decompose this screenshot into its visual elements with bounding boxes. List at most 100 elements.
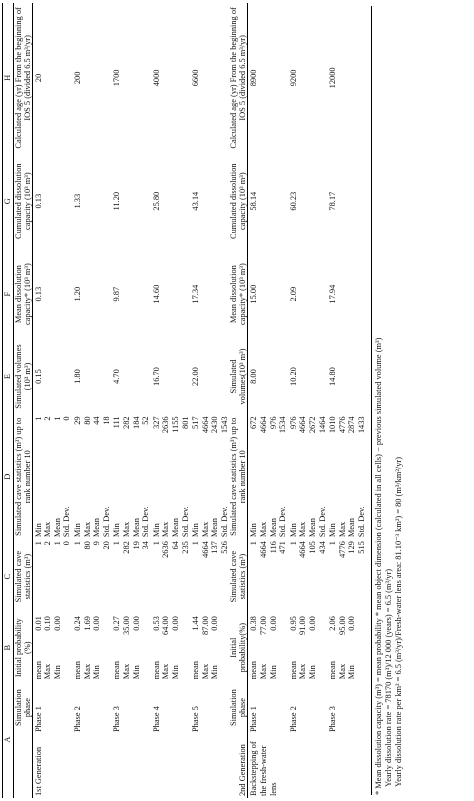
empty bbox=[161, 153, 171, 250]
empty bbox=[141, 3, 151, 153]
subheader-row: 2nd Generation Simulation phase Initial pr… bbox=[229, 3, 248, 798]
col-g: 0.13 bbox=[33, 193, 43, 209]
b-value: 0.00 bbox=[308, 616, 318, 631]
d-value: 327 bbox=[151, 416, 161, 429]
c-value: 34 bbox=[141, 541, 151, 550]
empty bbox=[357, 339, 367, 415]
empty bbox=[102, 250, 112, 339]
empty bbox=[62, 681, 72, 734]
c-value: 515 bbox=[357, 541, 366, 554]
data-row: 1st Generation Phase 1 mean 0.01 1 Min 1 0.15 0.… bbox=[32, 3, 43, 798]
d-stat: Mean bbox=[347, 518, 357, 538]
group-label bbox=[190, 734, 201, 798]
footnote: Yearly dissolution rate per km² = 6.5 (m… bbox=[393, 457, 403, 787]
col-h: 12000 bbox=[328, 67, 338, 89]
d-stat: Min bbox=[288, 523, 298, 538]
d-stat: Mean bbox=[210, 518, 220, 538]
column-letter: A bbox=[2, 681, 14, 798]
col-g: 43.14 bbox=[191, 191, 201, 211]
b-value: 0.00 bbox=[268, 616, 278, 631]
empty bbox=[171, 153, 181, 250]
b-value: 2.06 bbox=[328, 616, 338, 631]
d-stat: Min bbox=[151, 523, 161, 538]
footnote: * Mean dissolution capacity (m³) = mean … bbox=[373, 337, 383, 795]
data-row: Min 0.00 64 Mean 1155 bbox=[171, 3, 181, 798]
d-stat: Mean bbox=[268, 518, 278, 538]
col-f: 1.20 bbox=[72, 286, 82, 302]
empty bbox=[122, 681, 132, 734]
empty bbox=[210, 250, 220, 339]
empty bbox=[298, 153, 308, 250]
c-value: 137 bbox=[210, 541, 220, 554]
b-stat: Min bbox=[268, 665, 278, 680]
data-row: Max 1.69 80 Max 80 bbox=[83, 3, 93, 798]
empty bbox=[62, 3, 72, 153]
c-value: 2 bbox=[43, 541, 53, 546]
c-value: 1 bbox=[191, 541, 201, 546]
column-header: Simulated volumes (10³ m³) bbox=[13, 338, 33, 415]
empty bbox=[357, 153, 367, 250]
b-stat: Max bbox=[298, 663, 308, 680]
d-value: 1 bbox=[33, 416, 43, 421]
b-stat: Max bbox=[200, 663, 210, 680]
d-stat: Min bbox=[249, 523, 259, 538]
empty bbox=[338, 3, 348, 153]
c-value: 105 bbox=[308, 541, 318, 554]
d-value: 976 bbox=[288, 416, 298, 429]
empty bbox=[171, 3, 181, 153]
empty bbox=[318, 681, 328, 734]
phase-name: Phase 1 bbox=[33, 706, 43, 732]
empty bbox=[357, 3, 367, 153]
data-row: Max 95.00 4776 Max 4776 bbox=[338, 3, 348, 798]
column-letter: B bbox=[2, 614, 14, 682]
col-g: 25.80 bbox=[151, 191, 161, 211]
d-value: 2672 bbox=[308, 416, 318, 434]
empty bbox=[318, 250, 328, 339]
column-header: Cumulated dissolution capacity (10³ m³) bbox=[13, 152, 33, 250]
empty bbox=[269, 153, 279, 250]
column-letter: E bbox=[2, 338, 14, 415]
d-value: 517 bbox=[191, 416, 201, 429]
empty bbox=[161, 681, 171, 734]
empty bbox=[181, 681, 191, 734]
phase-name: Phase 1 bbox=[249, 706, 259, 732]
col-f: 2.09 bbox=[288, 286, 298, 302]
col-e: 8.00 bbox=[249, 369, 259, 384]
col-h: 8900 bbox=[249, 69, 259, 87]
group-label bbox=[122, 734, 132, 798]
generation-label: 2nd Generation bbox=[229, 734, 248, 798]
column-letter: H bbox=[2, 3, 14, 153]
group-label bbox=[141, 734, 151, 798]
b-stat: Max bbox=[82, 663, 92, 680]
col-g: 78.17 bbox=[328, 191, 338, 211]
empty bbox=[201, 153, 211, 250]
column-letter: C bbox=[2, 539, 14, 615]
b-value: 0.00 bbox=[210, 616, 220, 631]
b-value bbox=[62, 614, 72, 648]
b-value: 77.00 bbox=[259, 616, 269, 635]
data-row: Max 87.00 4664 Max 4664 bbox=[201, 3, 211, 798]
empty bbox=[83, 3, 93, 153]
group-label bbox=[171, 734, 181, 798]
empty bbox=[308, 153, 318, 250]
d-stat: Max bbox=[121, 521, 131, 538]
b-value: 1.44 bbox=[191, 616, 201, 631]
group-label bbox=[357, 734, 367, 798]
b-stat bbox=[318, 648, 328, 681]
b-stat: mean bbox=[191, 661, 201, 680]
empty bbox=[122, 250, 132, 339]
col-h: 1700 bbox=[112, 69, 122, 87]
data-row: Phase 3 mean 0.27 1 Min 111 4.70 9.87 11.20 1700 bbox=[111, 3, 122, 798]
empty bbox=[210, 3, 220, 153]
empty bbox=[308, 339, 318, 415]
data-row: 235 Std. Dev. 801 bbox=[181, 3, 191, 798]
group-label bbox=[201, 734, 211, 798]
empty bbox=[278, 153, 288, 250]
c-value: 235 bbox=[180, 541, 190, 554]
data-row: Phase 4 mean 0.53 1 Min 327 16.70 14.60 25.80 400… bbox=[151, 3, 162, 798]
empty bbox=[201, 3, 211, 153]
empty bbox=[132, 681, 142, 734]
empty bbox=[102, 153, 112, 250]
col-g: 58.14 bbox=[249, 191, 259, 211]
b-stat: Min bbox=[131, 665, 141, 680]
